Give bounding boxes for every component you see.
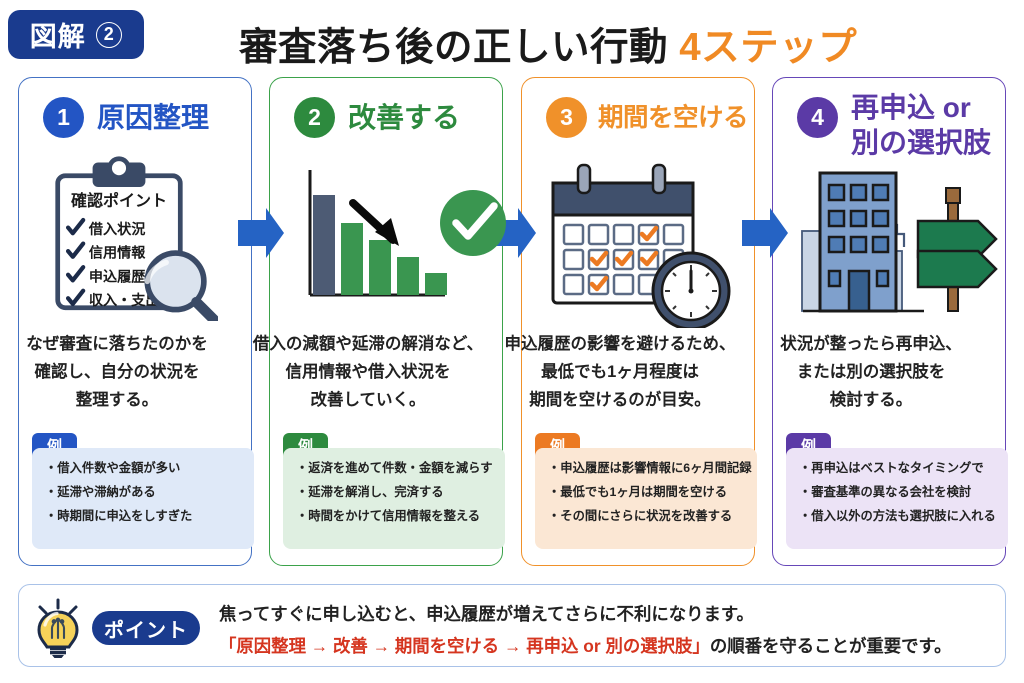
svg-text:確認ポイント: 確認ポイント xyxy=(71,191,167,210)
svg-text:借入状況: 借入状況 xyxy=(88,221,146,237)
svg-text:信用情報: 信用情報 xyxy=(89,245,146,261)
svg-text:申込履歴: 申込履歴 xyxy=(89,268,146,284)
